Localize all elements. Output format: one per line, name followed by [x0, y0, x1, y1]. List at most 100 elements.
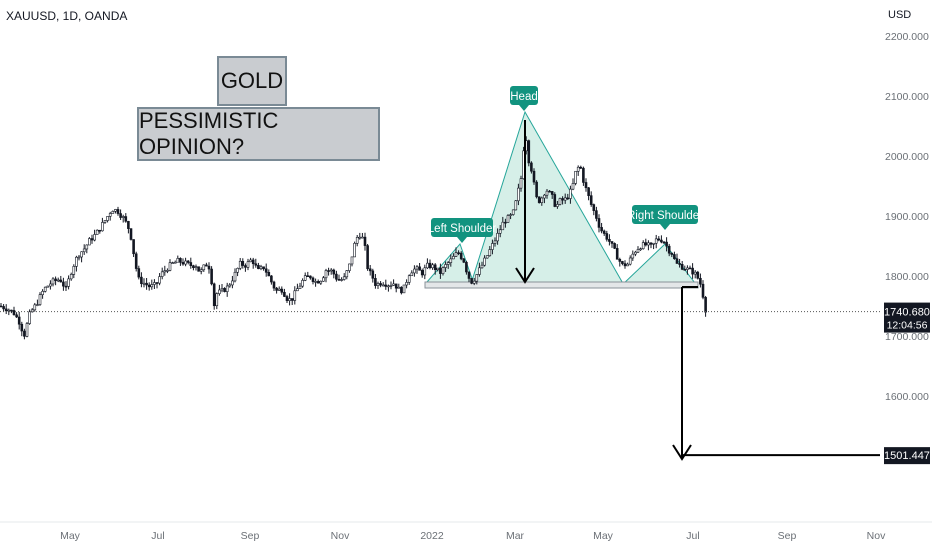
x-tick-label: May: [593, 530, 614, 542]
candle: [199, 267, 203, 275]
candle: [23, 328, 26, 340]
candle: [678, 258, 681, 268]
candle: [38, 292, 42, 306]
candle: [400, 286, 403, 295]
candle: [270, 275, 273, 285]
candle: [540, 196, 544, 206]
candle: [670, 252, 674, 258]
candle: [688, 265, 692, 270]
svg-text:12:04:56: 12:04:56: [887, 320, 928, 332]
head-and-shoulders-pattern: [424, 110, 700, 289]
candle: [545, 188, 549, 199]
candle: [696, 270, 700, 280]
pattern-triangle: [469, 110, 626, 288]
candle: [444, 261, 447, 272]
candle: [704, 295, 707, 317]
candle: [589, 191, 593, 207]
candle: [166, 268, 169, 274]
candle: [426, 258, 429, 270]
candle: [459, 251, 463, 261]
candle: [275, 286, 278, 294]
candle: [345, 270, 349, 280]
candle: [62, 277, 65, 291]
candle: [28, 309, 31, 325]
candle: [636, 246, 640, 253]
candle: [374, 274, 377, 289]
candle: [67, 275, 70, 290]
candle: [569, 185, 572, 204]
candle: [467, 271, 471, 283]
candle: [350, 256, 354, 267]
candle: [506, 214, 510, 223]
candle: [558, 197, 562, 206]
subtitle-box: PESSIMISTIC OPINION?: [137, 107, 380, 161]
candle: [361, 232, 364, 239]
candle: [184, 257, 187, 267]
svg-text:1501.447: 1501.447: [884, 450, 930, 462]
candle: [423, 264, 427, 280]
candle: [158, 273, 161, 286]
candle: [527, 139, 531, 167]
candle: [114, 208, 117, 214]
candle: [493, 237, 497, 247]
candle: [108, 211, 112, 221]
candle: [634, 250, 637, 257]
candle: [371, 268, 375, 283]
x-tick-label: Nov: [331, 530, 350, 542]
candle: [566, 193, 570, 201]
candle: [20, 321, 24, 337]
candle: [550, 190, 554, 199]
candle: [556, 200, 559, 209]
candle: [225, 282, 229, 297]
candle: [654, 234, 658, 249]
candle: [132, 239, 135, 258]
candle: [511, 209, 515, 216]
candle: [639, 247, 642, 251]
candle: [309, 275, 312, 280]
candle: [485, 255, 489, 259]
candle: [246, 258, 250, 271]
y-tick-label: 1600.000: [885, 391, 929, 403]
candle: [64, 281, 68, 292]
candle: [98, 229, 102, 234]
candle: [691, 263, 694, 279]
candle: [306, 271, 310, 278]
candle: [446, 261, 450, 269]
x-tick-label: Nov: [867, 530, 886, 542]
candle: [36, 299, 39, 307]
candle: [218, 284, 221, 296]
candle: [405, 279, 408, 289]
candle: [592, 203, 596, 216]
candle: [197, 266, 200, 272]
candle: [662, 240, 666, 244]
candle: [381, 282, 385, 287]
candle: [280, 286, 284, 295]
candle: [319, 280, 323, 285]
candle: [699, 273, 702, 288]
candle: [129, 228, 133, 241]
candle: [563, 193, 567, 204]
candle: [623, 260, 627, 269]
candle: [532, 168, 536, 185]
candle: [504, 218, 507, 228]
candle: [93, 229, 96, 242]
candle: [355, 234, 359, 247]
candle: [337, 274, 341, 281]
candle: [7, 308, 11, 316]
candle: [69, 272, 73, 281]
candle: [433, 263, 437, 275]
candle: [342, 273, 346, 281]
candle: [46, 285, 50, 288]
candle: [673, 251, 676, 260]
candle: [595, 206, 598, 222]
x-tick-label: May: [60, 530, 81, 542]
candle: [194, 264, 198, 271]
candle: [602, 229, 606, 236]
candle: [85, 244, 89, 254]
candle: [389, 281, 393, 290]
candle: [571, 178, 575, 191]
y-tick-label: 2000.000: [885, 151, 929, 163]
candle: [660, 235, 663, 244]
